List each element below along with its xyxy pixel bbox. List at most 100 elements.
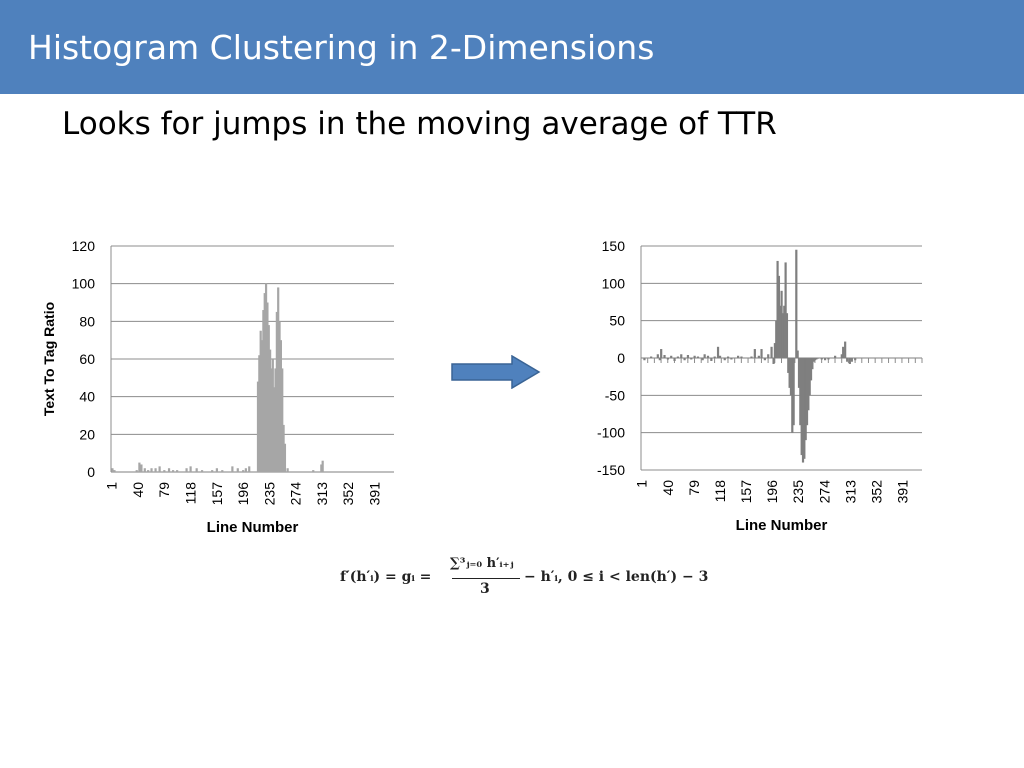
x-tick-label: 391: [895, 480, 911, 504]
bar: [809, 358, 813, 381]
bar: [848, 358, 851, 364]
bar: [259, 330, 262, 472]
bar: [813, 358, 817, 361]
bar: [823, 358, 827, 361]
bar: [263, 293, 266, 472]
bar: [803, 358, 806, 459]
bar: [807, 358, 810, 411]
bar: [266, 302, 269, 472]
bar: [703, 354, 706, 358]
bar: [753, 349, 756, 358]
bar: [211, 470, 214, 472]
bar: [815, 358, 818, 360]
formula: f′(h′ᵢ) = gᵢ = ∑³ⱼ₌₀ h′ᵢ₊ⱼ 3 − h′ᵢ, 0 ≤ …: [340, 556, 720, 600]
bar: [789, 358, 793, 396]
chart-text-to-tag-ratio: 120 100 80 60 40 20 0 1 40 79 118 157 196 235 274 313 35…: [41, 238, 394, 536]
x-tick-label: 235: [790, 480, 806, 504]
x-tick-label: 157: [738, 480, 754, 504]
bar: [260, 340, 264, 472]
bar: [663, 355, 666, 358]
bar: [163, 470, 166, 472]
bar: [779, 305, 782, 358]
y-tick-label: 120: [72, 238, 96, 254]
bar: [696, 356, 700, 358]
x-tick-label: 196: [764, 480, 780, 504]
bar: [281, 368, 284, 472]
bar: [854, 358, 857, 361]
x-tick-label: 40: [130, 482, 146, 498]
bar: [842, 346, 845, 358]
bar: [799, 358, 802, 426]
y-tick-label: -50: [605, 387, 625, 403]
bar: [850, 358, 853, 362]
bar: [189, 466, 192, 472]
y-tick-label: -100: [597, 425, 625, 441]
bar: [787, 358, 790, 373]
bar: [236, 468, 239, 472]
bar: [812, 358, 815, 362]
bar: [215, 468, 218, 472]
bar: [676, 356, 679, 358]
bar: [791, 358, 794, 433]
bar: [221, 470, 224, 472]
bar: [670, 355, 673, 358]
x-tick-label: 352: [869, 480, 885, 504]
y-axis-label: Text To Tag Ratio: [41, 302, 57, 416]
bar: [312, 470, 315, 472]
x-tick-label: 118: [712, 480, 728, 503]
bar: [275, 311, 278, 472]
bar: [282, 424, 285, 472]
bar: [140, 464, 143, 472]
bar: [666, 358, 669, 360]
bar: [808, 358, 811, 396]
x-axis-label: Line Number: [736, 517, 828, 534]
bar: [804, 358, 807, 441]
y-tick-label: 0: [87, 464, 95, 480]
bar: [158, 466, 161, 472]
bar: [784, 262, 787, 358]
bar: [185, 468, 188, 472]
bar: [321, 460, 324, 472]
bar: [643, 358, 646, 361]
bar: [726, 356, 730, 358]
x-tick-label: 274: [816, 480, 832, 504]
x-tick-label: 79: [686, 480, 702, 496]
bar: [256, 381, 260, 472]
bar: [262, 310, 265, 472]
bar: [242, 470, 245, 472]
y-tick-label: 0: [617, 350, 625, 366]
formula-numerator: ∑³ⱼ₌₀ h′ᵢ₊ⱼ: [450, 556, 514, 571]
title-bar: Histogram Clustering in 2-Dimensions: [0, 0, 1024, 94]
y-tick-label: 50: [609, 313, 625, 329]
bar: [740, 356, 743, 358]
bar: [730, 358, 733, 360]
x-tick-label: 313: [842, 480, 858, 504]
bar: [258, 355, 261, 472]
bar: [680, 354, 683, 358]
bar: [673, 358, 676, 361]
formula-denominator: 3: [480, 581, 490, 597]
bar: [111, 468, 114, 472]
bar: [274, 368, 277, 472]
bar: [690, 358, 693, 360]
slide-title: Histogram Clustering in 2-Dimensions: [28, 28, 655, 67]
slide-subtitle: Looks for jumps in the moving average of…: [62, 106, 777, 142]
x-tick-label: 235: [261, 482, 277, 506]
bar: [231, 466, 234, 472]
y-tick-label: 60: [79, 351, 95, 367]
y-tick-label: 20: [79, 426, 95, 442]
bar: [716, 346, 720, 358]
bar: [781, 313, 785, 358]
x-tick-label: 391: [366, 482, 382, 506]
bar: [846, 358, 849, 362]
bar: [656, 354, 659, 358]
bar: [200, 470, 204, 472]
bar: [264, 283, 268, 472]
right-arrow-icon: [451, 355, 541, 389]
bar: [763, 358, 766, 361]
bar: [143, 468, 146, 472]
bar: [320, 464, 323, 472]
bar: [693, 355, 696, 358]
x-tick-label: 118: [183, 482, 199, 505]
bar: [788, 358, 791, 388]
